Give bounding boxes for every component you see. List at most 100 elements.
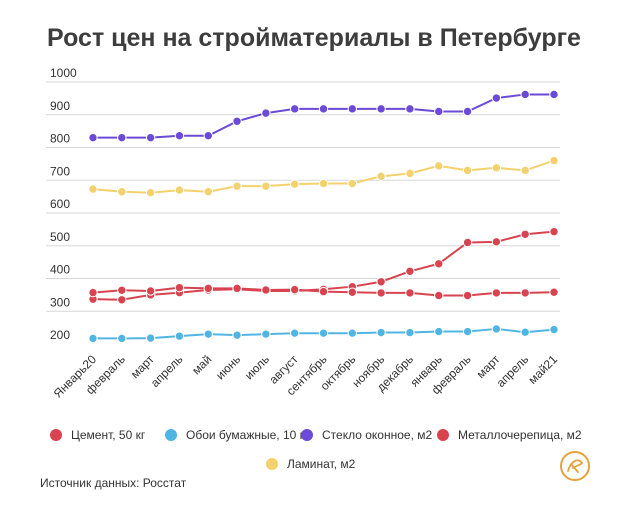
data-point [203,131,213,141]
data-point [174,331,185,341]
data-point [462,290,473,301]
data-point [232,116,242,127]
data-point [88,184,98,194]
data-point [405,104,415,114]
y-tick-label: 900 [50,99,70,113]
data-point [347,287,358,297]
data-point [117,187,127,197]
data-point [232,181,242,191]
data-point [405,327,415,338]
legend-label: Обои бумажные, 10 м [186,428,308,442]
data-point [203,329,213,339]
data-point [520,229,530,239]
data-point [376,327,386,338]
data-point [434,161,444,171]
y-tick-label: 800 [50,132,70,146]
data-point [549,89,559,100]
data-point [117,285,127,295]
data-point [462,326,473,337]
chart-title: Рост цен на стройматериалы в Петербурге [47,24,581,52]
data-point [203,187,213,197]
data-point [434,290,444,301]
data-point [261,285,271,295]
data-point [462,165,473,176]
data-point [289,328,300,338]
y-tick-label: 600 [50,197,70,211]
x-tick-label: июнь [213,352,243,382]
data-point [462,106,473,117]
data-point [174,185,185,195]
data-point [376,104,386,114]
data-point [405,266,415,276]
data-point [117,132,127,143]
legend-marker [165,429,177,441]
data-point [491,288,502,298]
data-point [88,132,98,143]
plot-area: 2003004005006007008009001000Январь20февр… [46,66,560,401]
x-tick-label: апрель [148,352,186,390]
data-point [289,284,300,295]
y-tick-label: 300 [50,295,70,309]
data-point [347,178,358,189]
data-point [318,328,329,338]
data-point [405,168,415,179]
data-point [318,104,329,114]
x-tick-label: май21 [525,352,560,387]
data-point [318,178,329,189]
data-point [117,333,127,344]
legend-label: Стекло оконное, м2 [322,428,432,442]
data-point [145,132,156,143]
data-point [520,327,530,337]
data-point [232,283,242,294]
data-point [376,171,386,182]
data-point [549,287,559,297]
data-point [261,108,271,118]
data-point [174,282,185,293]
data-point [549,226,559,237]
data-point [491,237,502,247]
series-line [93,93,554,139]
y-tick-label: 1000 [50,66,77,80]
data-point [347,328,358,338]
data-point [289,179,300,189]
data-point [88,287,98,298]
legend-label: Цемент, 50 кг [71,428,146,442]
data-point [203,283,213,294]
y-tick-label: 200 [50,328,70,342]
data-point [434,326,444,337]
data-point [549,324,559,335]
y-tick-label: 500 [50,230,70,244]
logo-icon [560,451,590,481]
data-point [174,131,185,141]
legend-label: Ламинат, м2 [287,457,356,471]
data-point [520,89,530,100]
data-point [405,288,415,298]
data-point [289,104,300,114]
legend: Цемент, 50 кг Обои бумажные, 10 м Стекло о… [50,428,582,471]
data-point [491,163,502,173]
data-point [261,181,271,191]
data-point [261,329,271,339]
y-tick-label: 700 [50,164,70,178]
legend-marker [437,429,449,441]
data-point [549,155,559,166]
data-point [491,93,502,103]
data-point [318,286,329,297]
data-point [117,295,127,305]
data-point [145,286,156,296]
data-point [88,333,98,344]
data-point [145,333,156,343]
legend-label: Металлочерепица, м2 [458,428,582,442]
y-tick-label: 400 [50,263,70,277]
data-point [491,324,502,334]
data-point [434,259,444,269]
data-point [232,330,242,340]
data-point [145,187,156,198]
data-point [462,237,473,248]
data-point [347,104,358,114]
data-point [434,106,444,117]
data-point [520,165,530,176]
data-point [376,288,386,298]
legend-marker [50,429,62,441]
